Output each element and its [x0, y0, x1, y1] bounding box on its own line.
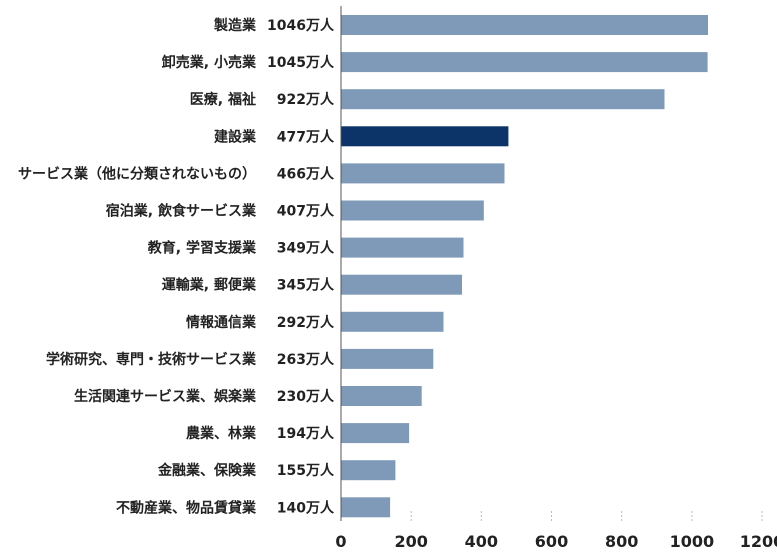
category-label: 卸売業, 小売業: [162, 54, 257, 71]
bar: [341, 274, 462, 295]
category-label: 宿泊業, 飲食サービス業: [106, 203, 257, 220]
bar: [341, 460, 396, 481]
bar: [341, 497, 391, 518]
x-tick-label: 800: [605, 532, 638, 551]
category-label: 運輸業, 郵便業: [162, 277, 257, 294]
bar: [341, 348, 434, 369]
category-label: サービス業（他に分類されないもの）: [18, 165, 256, 182]
bar: [341, 163, 505, 184]
bar: [341, 386, 422, 406]
category-label: 農業、林業: [186, 425, 257, 442]
category-label: 医療, 福祉: [190, 91, 256, 108]
bar-value-label: 263万人: [277, 351, 335, 368]
bar: [341, 200, 484, 221]
bar-value-label: 194万人: [277, 425, 335, 442]
x-tick-label: 1000: [670, 532, 715, 551]
bar-value-label: 1045万人: [267, 54, 335, 71]
bar: [341, 237, 464, 258]
x-tick-label: 400: [465, 532, 498, 551]
bar-value-label: 477万人: [277, 128, 335, 145]
category-label: 建設業: [214, 128, 257, 145]
x-tick-label: 0: [335, 532, 346, 551]
bar: [341, 311, 444, 332]
bar-value-label: 345万人: [277, 277, 335, 294]
bar-value-label: 140万人: [277, 499, 335, 516]
category-label: 学術研究、専門・技術サービス業: [46, 351, 257, 368]
bar-value-label: 292万人: [277, 314, 335, 331]
bar: [341, 52, 708, 73]
x-tick-label: 200: [394, 532, 427, 551]
bar-value-label: 155万人: [277, 462, 335, 479]
bar: [341, 423, 410, 444]
category-label: 情報通信業: [186, 314, 257, 331]
category-label: 教育, 学習支援業: [148, 240, 257, 257]
bar-value-label: 922万人: [277, 91, 335, 108]
bar-value-label: 407万人: [277, 203, 335, 220]
x-tick-label: 1200: [740, 532, 777, 551]
bar-value-label: 1046万人: [267, 17, 335, 34]
bar: [341, 126, 509, 147]
bar-value-label: 230万人: [277, 388, 335, 405]
bar: [341, 15, 708, 35]
bar-value-label: 349万人: [277, 240, 335, 257]
category-label: 不動産業、物品賃貸業: [116, 499, 257, 516]
x-tick-label: 600: [535, 532, 568, 551]
bar-value-label: 466万人: [277, 165, 335, 182]
bar: [341, 89, 665, 110]
category-label: 生活関連サービス業、娯楽業: [74, 388, 257, 405]
category-label: 製造業: [213, 17, 257, 34]
category-label: 金融業、保険業: [157, 462, 257, 479]
